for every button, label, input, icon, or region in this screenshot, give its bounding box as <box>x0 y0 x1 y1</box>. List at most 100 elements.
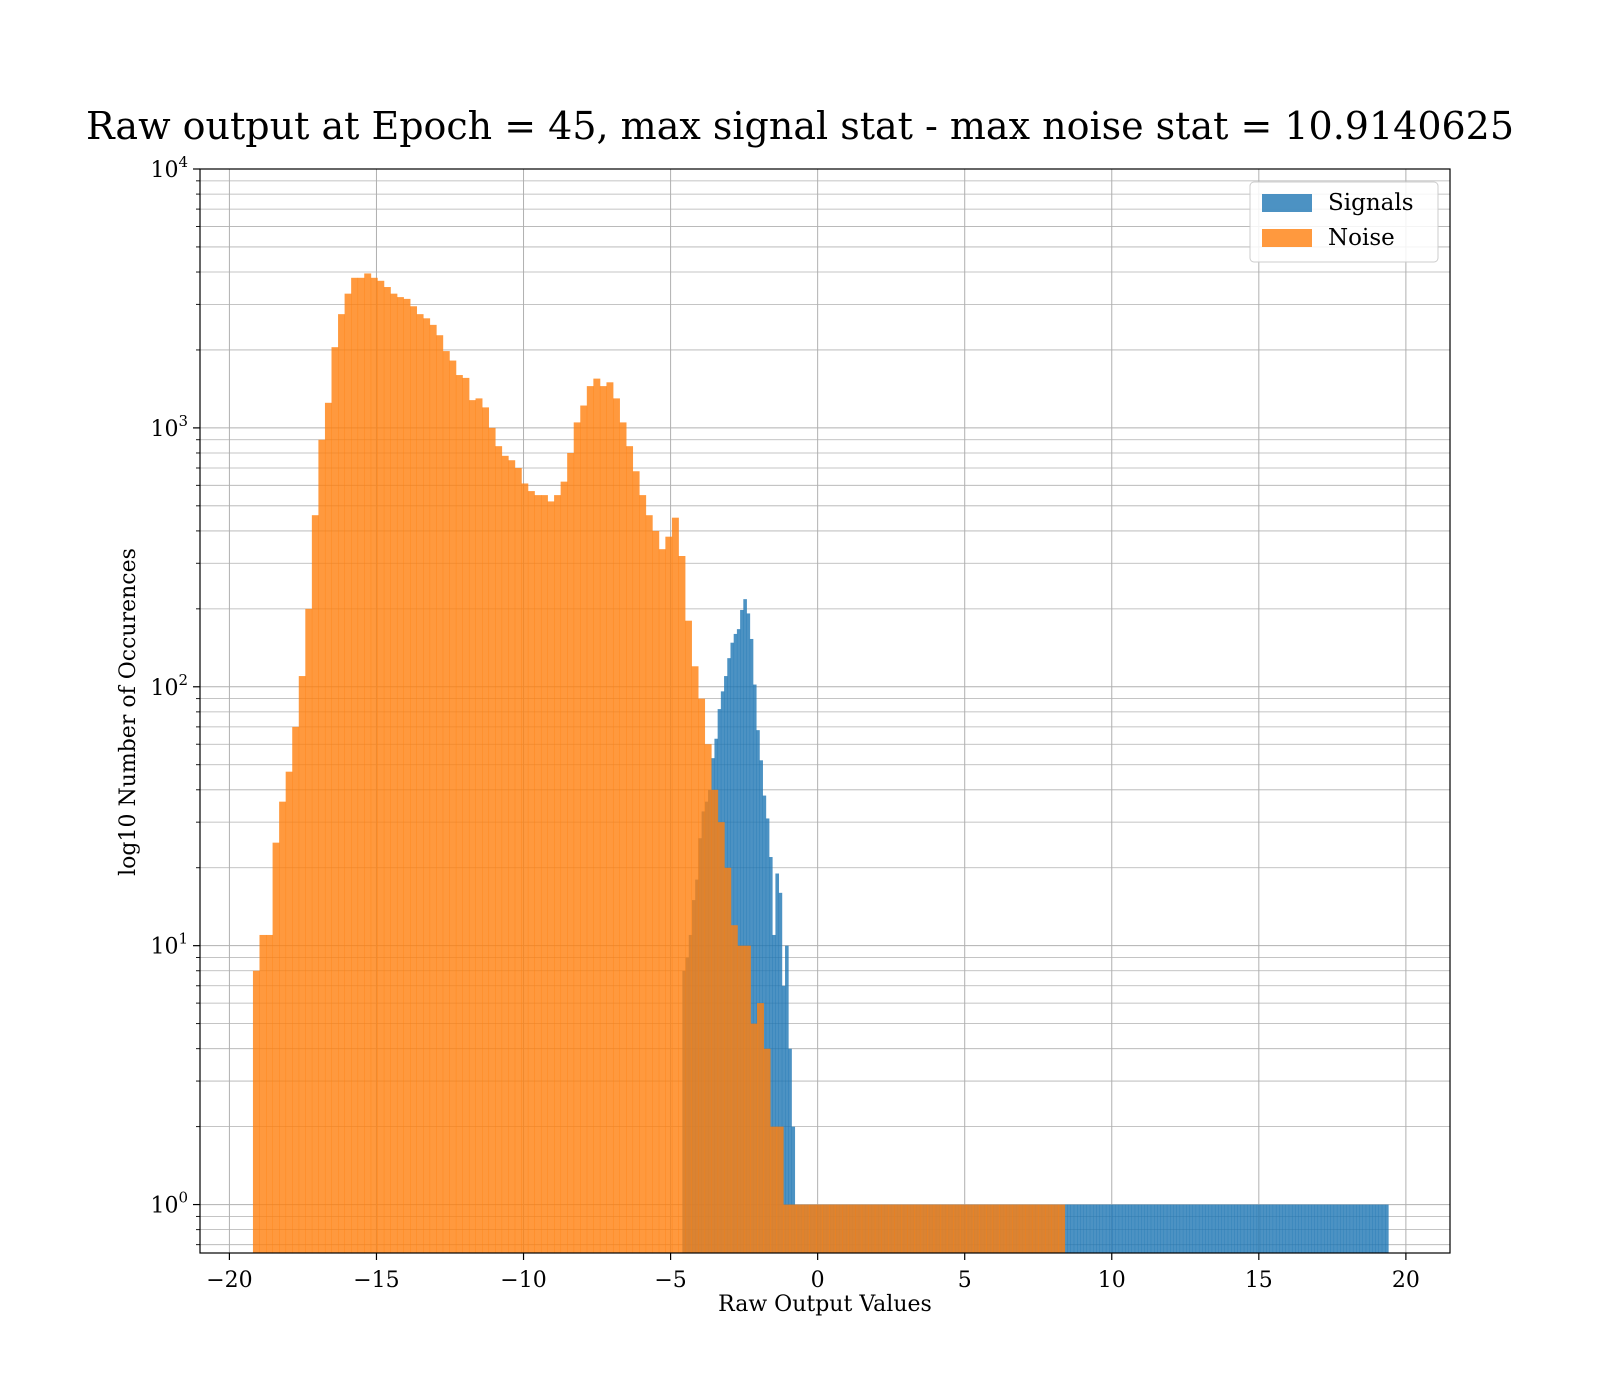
noise-bar <box>540 495 548 1254</box>
noise-bar <box>711 789 719 1253</box>
noise-bar <box>730 925 738 1253</box>
x-axis-label: Raw Output Values <box>718 1292 932 1317</box>
signals-bar <box>1099 1204 1104 1253</box>
noise-bar <box>966 1204 974 1253</box>
noise-bar <box>874 1204 882 1253</box>
signals-bar <box>1131 1204 1136 1253</box>
noise-bar <box>1045 1204 1053 1253</box>
signals-bar <box>1070 1204 1075 1253</box>
signals-bar <box>768 857 773 1253</box>
noise-bar <box>632 471 640 1254</box>
noise-bar <box>986 1204 994 1253</box>
signals-bar <box>1333 1204 1338 1253</box>
signals-bar <box>1275 1204 1280 1253</box>
noise-bar <box>593 378 601 1253</box>
signals-bar <box>1365 1204 1370 1253</box>
signals-bar <box>1368 1204 1373 1253</box>
noise-bar <box>488 427 496 1253</box>
x-tick-label: 15 <box>1245 1268 1273 1293</box>
noise-bar <box>626 446 634 1253</box>
signals-bar <box>1112 1204 1116 1253</box>
signals-bar <box>1096 1204 1100 1253</box>
signals-bar <box>772 934 776 1253</box>
signals-bar <box>1221 1204 1225 1253</box>
signals-bar <box>1077 1204 1081 1253</box>
signals-bar <box>1266 1204 1270 1253</box>
x-tick-label: 0 <box>811 1268 825 1293</box>
noise-bar <box>1058 1204 1066 1253</box>
signals-bar <box>746 613 751 1253</box>
noise-bar <box>829 1204 836 1253</box>
noise-bar <box>1025 1204 1033 1253</box>
y-tick-label: 104 <box>150 153 188 183</box>
noise-bar <box>619 422 627 1253</box>
noise-bar <box>796 1204 804 1253</box>
noise-bar <box>390 293 398 1253</box>
signals-bar <box>1195 1204 1200 1253</box>
noise-bar <box>940 1204 948 1253</box>
x-tick-label: 5 <box>958 1268 972 1293</box>
signals-bar <box>1250 1204 1254 1253</box>
signals-bar <box>1381 1204 1386 1253</box>
signals-bar <box>1141 1204 1145 1253</box>
noise-bar <box>606 382 614 1253</box>
noise-bar <box>992 1204 1000 1253</box>
signals-bar <box>1247 1204 1251 1253</box>
bars <box>252 273 1389 1254</box>
noise-bar <box>495 446 503 1253</box>
noise-bar <box>292 726 300 1253</box>
noise-bar <box>554 495 562 1254</box>
signals-bar <box>1182 1204 1187 1253</box>
signals-bar <box>1147 1204 1152 1253</box>
legend: Signals Noise <box>1249 181 1439 263</box>
signals-bar <box>1189 1204 1193 1253</box>
y-tick-label: 100 <box>150 1189 188 1219</box>
signals-bar <box>1073 1204 1078 1253</box>
noise-bar <box>933 1204 941 1253</box>
noise-bar <box>298 676 306 1253</box>
noise-bar <box>868 1204 876 1253</box>
signals-bar <box>1105 1204 1110 1253</box>
noise-bar <box>717 822 725 1253</box>
signals-bar <box>1137 1204 1142 1253</box>
signals-bar <box>1349 1204 1354 1253</box>
signals-bar <box>1208 1204 1213 1253</box>
noise-bar <box>1018 1204 1026 1253</box>
noise-bar <box>645 515 653 1253</box>
signals-bar <box>1218 1204 1222 1253</box>
x-tick-label: −5 <box>654 1268 686 1293</box>
signals-bar <box>1324 1204 1328 1253</box>
noise-bar <box>665 536 673 1253</box>
noise-bar <box>639 495 647 1254</box>
noise-bar <box>1038 1204 1046 1253</box>
signals-bar <box>756 730 760 1253</box>
noise-bar <box>455 375 463 1253</box>
signals-bar <box>1240 1204 1245 1253</box>
signals-bar <box>1170 1204 1174 1253</box>
signals-bar <box>1237 1204 1242 1253</box>
noise-bar <box>547 501 555 1253</box>
signals-bar <box>1327 1204 1331 1253</box>
signals-bar <box>1285 1204 1290 1253</box>
signals-bar <box>1320 1204 1325 1253</box>
signals-bar <box>1352 1204 1357 1253</box>
noise-bar <box>678 556 686 1253</box>
y-tick-label: 103 <box>150 412 188 442</box>
signals-bar <box>1263 1204 1267 1253</box>
noise-bar <box>586 386 594 1253</box>
noise-bar <box>311 515 319 1253</box>
noise-bar <box>344 293 352 1253</box>
noise-bar <box>842 1204 850 1253</box>
noise-bar <box>1051 1204 1059 1253</box>
noise-bar <box>279 801 287 1253</box>
x-tick-label: 20 <box>1392 1268 1420 1293</box>
noise-bar <box>377 280 385 1253</box>
noise-bar <box>567 452 575 1254</box>
noise-bar <box>1005 1204 1013 1253</box>
signals-bar <box>765 818 770 1253</box>
noise-bar <box>514 467 522 1253</box>
signals-bar <box>1102 1204 1107 1253</box>
signals-bar <box>1301 1204 1306 1253</box>
noise-bar <box>449 360 457 1253</box>
signals-bar <box>1304 1204 1309 1253</box>
